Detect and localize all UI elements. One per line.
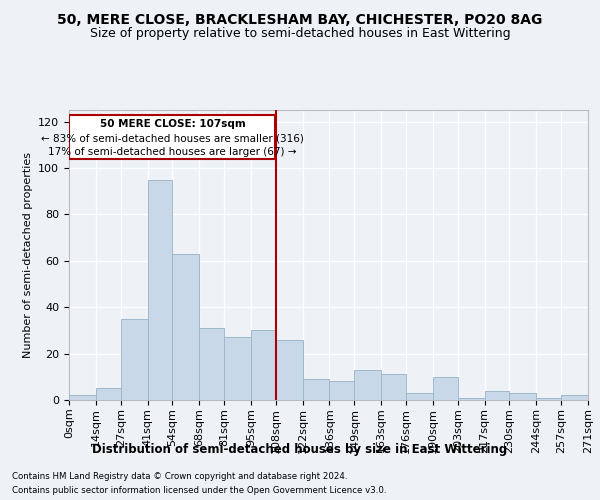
Text: Contains public sector information licensed under the Open Government Licence v3: Contains public sector information licen… (12, 486, 386, 495)
Bar (406, 393, 433, 400)
Bar (329, 382, 355, 400)
Text: Contains HM Land Registry data © Crown copyright and database right 2024.: Contains HM Land Registry data © Crown c… (12, 472, 347, 481)
Bar (561, 396, 588, 400)
Bar (251, 330, 276, 400)
Text: Distribution of semi-detached houses by size in East Wittering: Distribution of semi-detached houses by … (92, 442, 508, 456)
Bar (433, 377, 458, 400)
Bar (96, 388, 121, 400)
Bar (536, 398, 561, 400)
Text: 50 MERE CLOSE: 107sqm: 50 MERE CLOSE: 107sqm (100, 120, 245, 130)
Bar (199, 328, 224, 400)
Bar (276, 340, 302, 400)
Text: Size of property relative to semi-detached houses in East Wittering: Size of property relative to semi-detach… (89, 28, 511, 40)
Bar (121, 319, 148, 400)
Bar (485, 390, 509, 400)
Y-axis label: Number of semi-detached properties: Number of semi-detached properties (23, 152, 32, 358)
Text: ← 83% of semi-detached houses are smaller (316): ← 83% of semi-detached houses are smalle… (41, 133, 304, 143)
Bar (148, 180, 172, 400)
Bar (509, 393, 536, 400)
Bar (224, 338, 251, 400)
Bar (302, 379, 329, 400)
Bar (69, 396, 96, 400)
Text: 17% of semi-detached houses are larger (67) →: 17% of semi-detached houses are larger (… (48, 147, 296, 157)
Bar (381, 374, 406, 400)
Bar (458, 398, 485, 400)
FancyBboxPatch shape (70, 114, 275, 158)
Text: 50, MERE CLOSE, BRACKLESHAM BAY, CHICHESTER, PO20 8AG: 50, MERE CLOSE, BRACKLESHAM BAY, CHICHES… (58, 12, 542, 26)
Bar (355, 370, 381, 400)
Bar (172, 254, 199, 400)
